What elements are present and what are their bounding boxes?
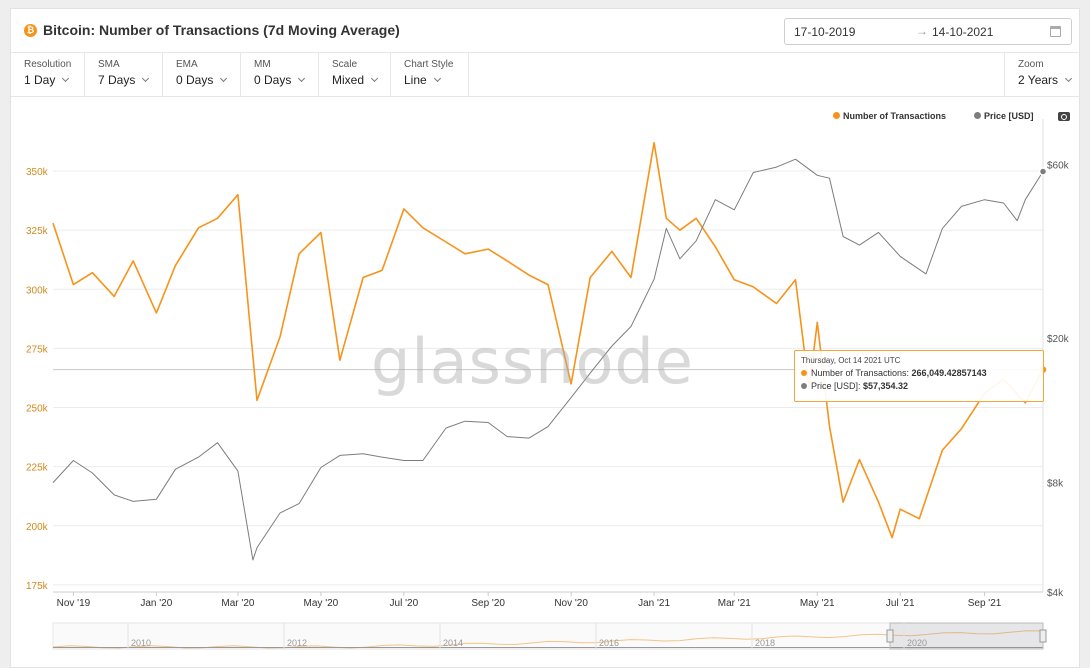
y-left-tick-label: 200k (26, 522, 49, 533)
x-tick-label: Nov '20 (554, 598, 588, 609)
x-tick-label: Sep '21 (968, 598, 1002, 609)
sma-value: 7 Days (98, 73, 162, 87)
y-left-tick-label: 175k (26, 581, 49, 592)
x-tick-label: Jan '20 (140, 598, 172, 609)
ema-label: EMA (176, 59, 198, 70)
y-left-tick-label: 225k (26, 463, 49, 474)
date-start-input[interactable]: 17-10-2019 (794, 25, 856, 39)
series-line-price (52, 158, 1044, 561)
legend-dot-price (974, 112, 981, 119)
tooltip-value-price: $57,354.32 (863, 381, 909, 391)
y-right-tick-label: $4k (1047, 588, 1064, 599)
y-left-tick-label: 300k (26, 285, 49, 296)
camera-icon[interactable] (1058, 112, 1070, 121)
navigator-handle-right (1039, 629, 1047, 643)
date-range-picker[interactable]: 17-10-2019 → 14-10-2021 (784, 18, 1072, 45)
bitcoin-icon: ₿ (24, 24, 37, 37)
x-tick-label: Nov '19 (57, 598, 91, 609)
chevron-down-icon (220, 74, 228, 83)
arrow-right-icon: → (916, 24, 928, 38)
navigator-year-label: 2014 (443, 638, 463, 648)
legend-dot-transactions (833, 112, 840, 119)
x-tick-label: Jan '21 (638, 598, 670, 609)
scale-dropdown[interactable]: Scale Mixed (319, 53, 391, 97)
scale-label: Scale (332, 59, 358, 70)
sma-dropdown[interactable]: SMA 7 Days (85, 53, 163, 97)
chart-area[interactable]: 175k 200k 225k 250k 275k 300k 325k 350k $4k $8k $2… (11, 97, 1081, 668)
ema-dropdown[interactable]: EMA 0 Days (163, 53, 241, 97)
tooltip-label-price: Price [USD]: (811, 381, 864, 391)
zoom-dropdown[interactable]: Zoom 2 Years (1004, 53, 1081, 97)
mm-label: MM (254, 59, 271, 70)
navigator-year-label: 2018 (755, 638, 775, 648)
x-tick-label: Jul '20 (390, 598, 419, 609)
hover-point-price (1038, 167, 1048, 176)
x-tick-label: Mar '20 (221, 598, 254, 609)
resolution-value: 1 Day (24, 73, 84, 87)
calendar-icon[interactable] (1050, 26, 1061, 37)
y-left-tick-label: 275k (26, 344, 49, 355)
tooltip-date: Thursday, Oct 14 2021 UTC (801, 356, 901, 365)
y-right-tick-label: $60k (1047, 160, 1070, 171)
zoom-value: 2 Years (1018, 73, 1081, 87)
navigator-year-label: 2012 (287, 638, 307, 648)
legend-item-transactions[interactable]: Number of Transactions (833, 111, 946, 121)
chart-title: Bitcoin: Number of Transactions (7d Movi… (43, 22, 400, 38)
sma-label: SMA (98, 59, 120, 70)
legend-label-transactions: Number of Transactions (843, 111, 947, 121)
navigator (52, 622, 1044, 650)
navigator-line-transactions (52, 630, 1044, 649)
x-tick-label: Mar '21 (718, 598, 751, 609)
navigator-handle-left (886, 629, 894, 643)
chart-style-dropdown[interactable]: Chart Style Line (391, 53, 469, 97)
watermark: glassnode (371, 325, 694, 398)
chart-style-value: Line (404, 73, 468, 87)
chevron-down-icon (298, 74, 306, 83)
tooltip-row-price: Price [USD]: $57,354.32 (801, 381, 1043, 391)
resolution-label: Resolution (24, 59, 72, 70)
chart-controls: Resolution 1 Day SMA 7 Days EMA 0 Days M… (11, 53, 1081, 97)
navigator-year-label: 2016 (599, 638, 619, 648)
tooltip-row-transactions: Number of Transactions: 266,049.42857143 (801, 368, 1043, 378)
tooltip-value-transactions: 266,049.42857143 (911, 368, 987, 378)
tooltip-dot-price (801, 383, 807, 389)
x-tick-label: May '20 (304, 598, 339, 609)
navigator-selection (889, 622, 1044, 650)
date-end-input[interactable]: 14-10-2021 (932, 25, 994, 39)
chevron-down-icon (142, 74, 150, 83)
chevron-down-icon (370, 74, 379, 83)
mm-dropdown[interactable]: MM 0 Days (241, 53, 319, 97)
legend-label-price: Price [USD] (984, 111, 1034, 121)
x-tick-label: Jul '21 (886, 598, 915, 609)
scale-value: Mixed (332, 73, 390, 87)
main-chart-svg[interactable]: 175k 200k 225k 250k 275k 300k 325k 350k $4k $8k $2… (11, 97, 1081, 668)
navigator-year-label: 2010 (131, 638, 151, 648)
series-line-transactions (52, 141, 1044, 539)
navigator-year-label: 2020 (907, 638, 927, 648)
chevron-down-icon (433, 74, 441, 83)
y-left-tick-label: 250k (26, 404, 49, 415)
chart-style-label: Chart Style (404, 59, 454, 70)
y-left-tick-label: 325k (26, 226, 49, 237)
y-right-tick-label: $8k (1047, 479, 1064, 490)
chart-panel: ₿ Bitcoin: Number of Transactions (7d Mo… (10, 8, 1081, 668)
y-left-tick-label: 350k (26, 167, 49, 178)
tooltip-dot-transactions (801, 370, 807, 376)
tooltip-label-transactions: Number of Transactions: (811, 368, 912, 378)
resolution-dropdown[interactable]: Resolution 1 Day (11, 53, 85, 97)
y-right-tick-label: $20k (1047, 334, 1070, 345)
zoom-label: Zoom (1018, 59, 1044, 70)
ema-value: 0 Days (176, 73, 240, 87)
mm-value: 0 Days (254, 73, 318, 87)
x-tick-label: Sep '20 (471, 598, 505, 609)
chart-header: ₿ Bitcoin: Number of Transactions (7d Mo… (11, 9, 1081, 53)
chevron-down-icon (1065, 74, 1073, 83)
chevron-down-icon (62, 74, 70, 83)
x-tick-label: May '21 (800, 598, 835, 609)
hover-tooltip: Thursday, Oct 14 2021 UTC Number of Tran… (794, 350, 1044, 402)
legend-item-price[interactable]: Price [USD] (974, 111, 1034, 121)
